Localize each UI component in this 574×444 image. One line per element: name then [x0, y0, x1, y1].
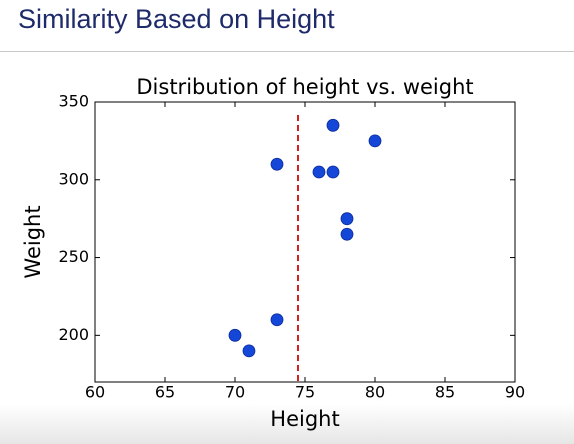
- x-tick-label: 70: [225, 383, 245, 402]
- plot-frame: [94, 101, 516, 383]
- point: [270, 157, 284, 171]
- point: [270, 313, 284, 327]
- point: [340, 212, 354, 226]
- slide-title: Similarity Based on Height: [18, 4, 335, 34]
- point: [340, 227, 354, 241]
- point: [312, 165, 326, 179]
- y-tick-label: 350: [58, 92, 89, 111]
- y-tick-label: 200: [58, 325, 89, 344]
- x-tick-label: 60: [85, 383, 105, 402]
- y-axis-label: Weight: [21, 205, 45, 278]
- y-tick-label: 300: [58, 169, 89, 188]
- x-tick-label: 85: [435, 383, 455, 402]
- point: [242, 344, 256, 358]
- x-tick-label: 75: [295, 383, 315, 402]
- bottom-band: [0, 404, 574, 444]
- point: [326, 165, 340, 179]
- y-tick-label: 250: [58, 247, 89, 266]
- x-tick-label: 90: [505, 383, 525, 402]
- x-tick-label: 65: [155, 383, 175, 402]
- chart-title: Distribution of height vs. weight: [136, 75, 473, 99]
- point: [228, 328, 242, 342]
- point: [326, 118, 340, 132]
- point: [368, 134, 382, 148]
- x-axis-label: Height: [270, 407, 339, 431]
- x-tick-label: 80: [365, 383, 385, 402]
- title-rule: [0, 51, 574, 52]
